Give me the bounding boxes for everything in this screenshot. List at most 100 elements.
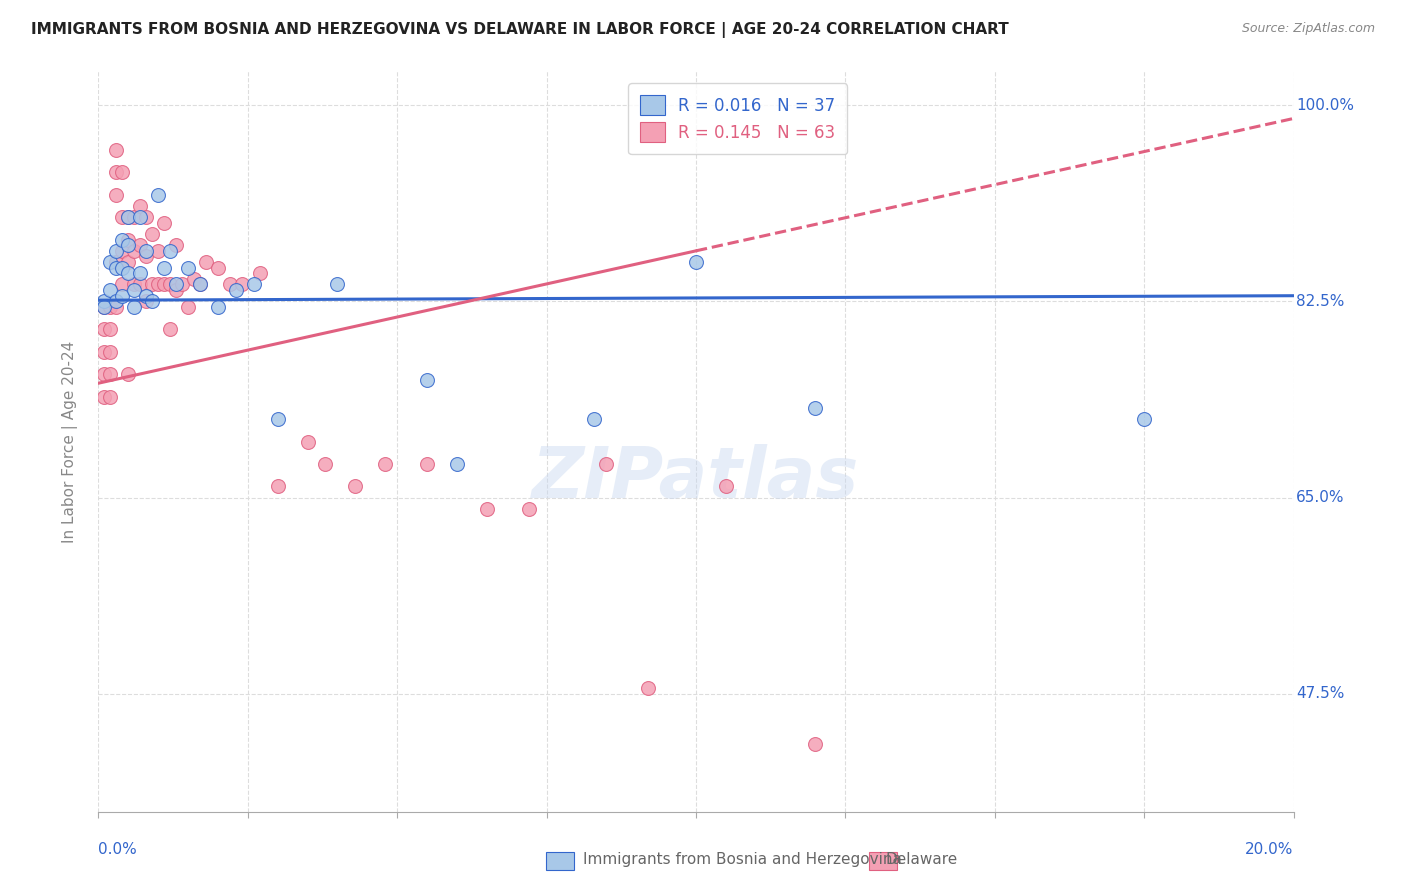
Point [416, 457, 439, 471]
Point [148, 244, 170, 258]
Point [153, 216, 176, 230]
Point [315, 457, 337, 471]
Point [93, 300, 115, 314]
Text: Immigrants from Bosnia and Herzegovina: Immigrants from Bosnia and Herzegovina [583, 853, 903, 867]
Point [135, 294, 157, 309]
Point [135, 250, 157, 264]
Point [105, 187, 128, 202]
Point [117, 238, 139, 252]
Text: 20.0%: 20.0% [1246, 842, 1294, 857]
Point [117, 255, 139, 269]
Point [111, 244, 134, 258]
Point [1133, 412, 1156, 426]
Text: 65.0%: 65.0% [1296, 490, 1344, 505]
Point [93, 322, 115, 336]
Point [326, 277, 349, 292]
Point [111, 277, 134, 292]
Text: IMMIGRANTS FROM BOSNIA AND HERZEGOVINA VS DELAWARE IN LABOR FORCE | AGE 20-24 CO: IMMIGRANTS FROM BOSNIA AND HERZEGOVINA V… [31, 22, 1008, 38]
Point [183, 272, 205, 286]
Point [416, 373, 439, 387]
Point [111, 165, 134, 179]
Point [446, 457, 468, 471]
Point [177, 300, 200, 314]
Point [135, 244, 157, 258]
Point [165, 283, 187, 297]
Point [225, 283, 247, 297]
Point [141, 277, 163, 292]
Point [195, 255, 218, 269]
Point [105, 255, 128, 269]
Point [135, 289, 157, 303]
Point [111, 233, 134, 247]
Point [129, 210, 152, 224]
Point [231, 277, 253, 292]
Point [188, 277, 211, 292]
Point [93, 300, 115, 314]
Point [124, 300, 146, 314]
Point [111, 210, 134, 224]
Point [517, 501, 540, 516]
Point [105, 244, 128, 258]
Point [148, 187, 170, 202]
Point [93, 368, 115, 382]
Point [129, 277, 152, 292]
Point [219, 277, 242, 292]
Point [177, 260, 200, 275]
Point [714, 479, 737, 493]
Point [141, 294, 163, 309]
Point [105, 165, 128, 179]
Point [129, 266, 152, 280]
Point [267, 412, 290, 426]
Point [159, 277, 181, 292]
Text: 82.5%: 82.5% [1296, 293, 1344, 309]
Point [117, 266, 139, 280]
Point [117, 233, 139, 247]
Point [93, 390, 115, 404]
Point [153, 277, 176, 292]
Point [374, 457, 396, 471]
Point [124, 210, 146, 224]
Point [98, 390, 122, 404]
Point [105, 260, 128, 275]
Point [93, 344, 115, 359]
Point [141, 227, 163, 241]
Text: 47.5%: 47.5% [1296, 687, 1344, 701]
Point [249, 266, 271, 280]
Point [685, 255, 707, 269]
Point [124, 277, 146, 292]
Point [124, 283, 146, 297]
Point [98, 300, 122, 314]
Point [105, 300, 128, 314]
Text: Source: ZipAtlas.com: Source: ZipAtlas.com [1241, 22, 1375, 36]
Point [98, 255, 122, 269]
Point [124, 244, 146, 258]
Point [111, 260, 134, 275]
Legend: R = 0.016   N = 37, R = 0.145   N = 63: R = 0.016 N = 37, R = 0.145 N = 63 [628, 83, 848, 154]
Point [172, 277, 194, 292]
Y-axis label: In Labor Force | Age 20-24: In Labor Force | Age 20-24 [62, 341, 77, 542]
Point [243, 277, 266, 292]
Text: 0.0%: 0.0% [98, 842, 138, 857]
Point [475, 501, 498, 516]
Point [111, 289, 134, 303]
Point [93, 294, 115, 309]
Text: 100.0%: 100.0% [1296, 97, 1354, 112]
Point [117, 210, 139, 224]
Point [129, 238, 152, 252]
Point [135, 210, 157, 224]
Point [98, 322, 122, 336]
Point [98, 283, 122, 297]
Point [267, 479, 290, 493]
Point [159, 244, 181, 258]
Point [105, 143, 128, 157]
Point [297, 434, 319, 449]
Point [637, 681, 659, 696]
Point [165, 277, 187, 292]
Point [117, 368, 139, 382]
Point [98, 368, 122, 382]
Text: Delaware: Delaware [886, 853, 957, 867]
Point [129, 199, 152, 213]
Point [105, 294, 128, 309]
Point [344, 479, 367, 493]
Point [159, 322, 181, 336]
